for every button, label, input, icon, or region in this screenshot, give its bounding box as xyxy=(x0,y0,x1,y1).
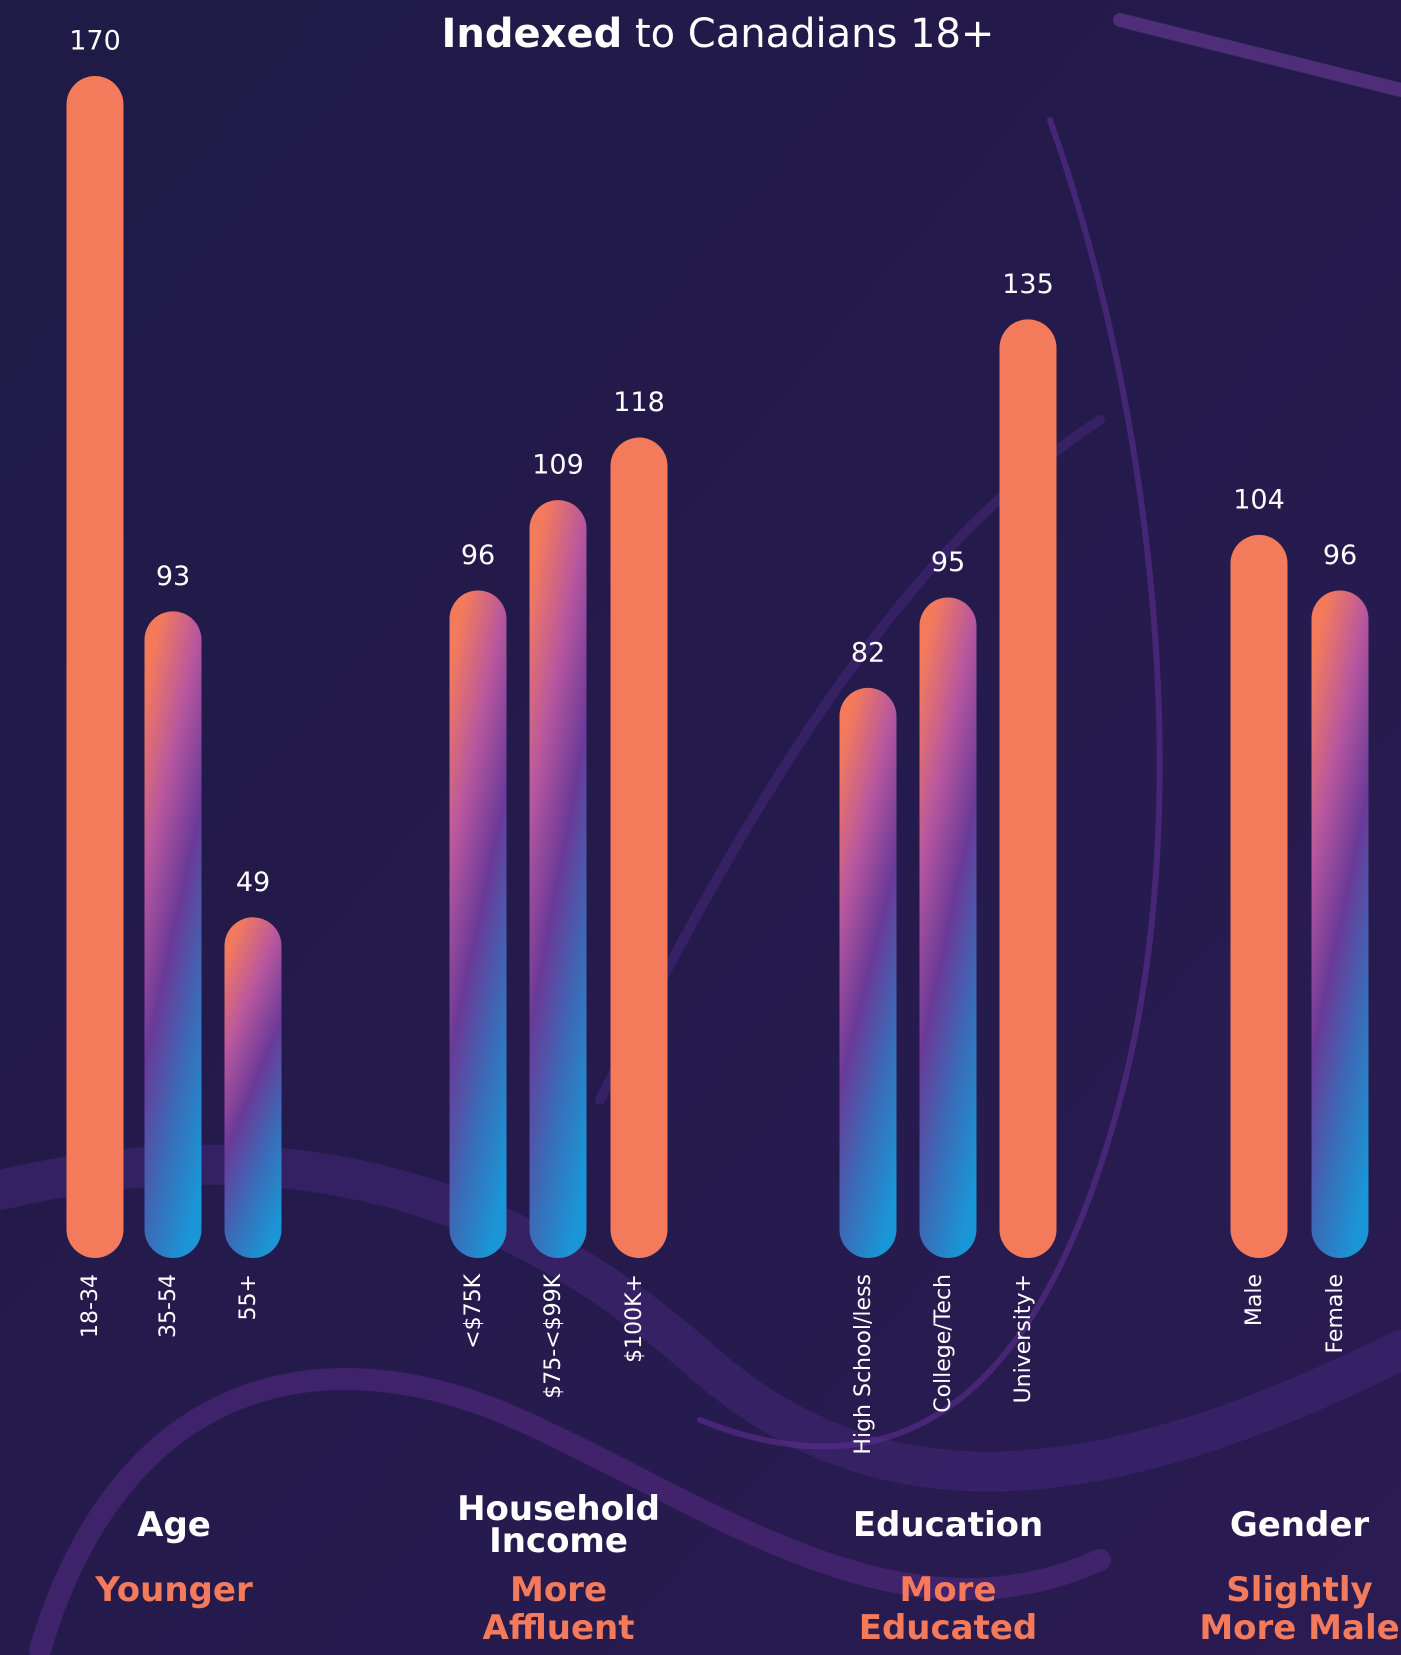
bar xyxy=(529,500,587,1259)
category-label: Female xyxy=(1323,1274,1348,1354)
value-label: 118 xyxy=(613,387,665,418)
value-label: 135 xyxy=(1002,269,1054,300)
group-note: More Educated xyxy=(858,1570,1038,1648)
category-label: <$75K xyxy=(461,1273,486,1348)
value-label: 109 xyxy=(532,450,584,481)
category-label: High School/less xyxy=(851,1274,876,1455)
category-label: Male xyxy=(1242,1274,1267,1326)
value-label: 82 xyxy=(851,637,885,668)
bar xyxy=(1311,590,1369,1258)
group-note: Younger xyxy=(95,1570,253,1610)
category-label: 18-34 xyxy=(78,1274,103,1338)
category-label: College/Tech xyxy=(931,1274,956,1413)
chart-title: Indexed to Canadians 18+ xyxy=(442,11,995,57)
bar xyxy=(449,590,507,1258)
title-bold: Indexed xyxy=(442,11,623,57)
value-label: 95 xyxy=(931,547,965,578)
value-label: 170 xyxy=(69,26,121,57)
bar xyxy=(919,597,977,1258)
category-label: 35-54 xyxy=(156,1274,181,1338)
value-label: 96 xyxy=(461,540,495,571)
group-note: More Affluent xyxy=(482,1570,635,1648)
group-label: Household Income xyxy=(457,1489,660,1561)
bar xyxy=(144,611,202,1258)
bar xyxy=(839,687,897,1258)
category-label: $100K+ xyxy=(622,1274,647,1363)
group-label: Gender xyxy=(1229,1505,1370,1545)
value-label: 49 xyxy=(236,867,270,898)
category-label: University+ xyxy=(1011,1274,1036,1403)
value-label: 93 xyxy=(156,561,190,592)
category-label: 55+ xyxy=(236,1274,261,1320)
bar xyxy=(610,437,668,1258)
bar xyxy=(66,76,124,1258)
value-label: 104 xyxy=(1233,484,1285,515)
title-text: to Canadians 18+ xyxy=(635,11,995,57)
category-label: $75-<$99K xyxy=(541,1273,566,1398)
group-label: Education xyxy=(852,1505,1044,1545)
bar xyxy=(999,319,1057,1259)
group-label: Age xyxy=(137,1505,211,1545)
bar xyxy=(1230,534,1288,1258)
group-note: Slightly More Male xyxy=(1199,1570,1400,1648)
value-label: 96 xyxy=(1323,540,1357,571)
bar xyxy=(224,917,282,1258)
